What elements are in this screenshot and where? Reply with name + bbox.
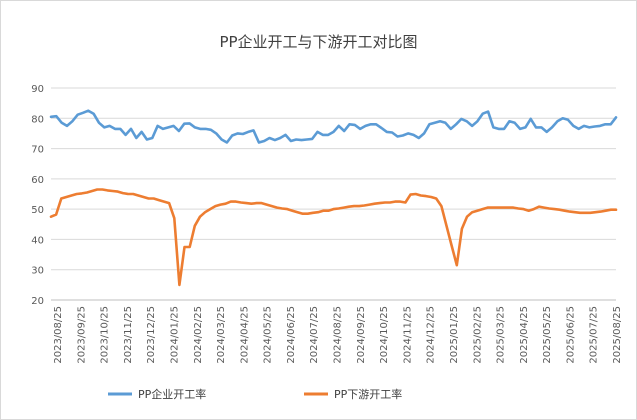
x-tick-label: 2024/11/25	[402, 306, 413, 364]
x-tick-label: 2024/07/25	[309, 306, 320, 364]
x-tick-label: 2023/08/25	[53, 306, 64, 364]
x-tick-label: 2024/04/25	[239, 306, 250, 364]
x-tick-label: 2023/10/25	[100, 306, 111, 364]
x-tick-label: 2024/05/25	[263, 306, 274, 364]
x-tick-label: 2024/10/25	[379, 306, 390, 364]
y-tick-label: 70	[31, 145, 44, 156]
series-line-2	[49, 188, 618, 287]
x-tick-label: 2025/03/25	[496, 306, 507, 364]
x-tick-label: 2025/07/25	[589, 306, 600, 364]
x-tick-label: 2024/03/25	[216, 306, 227, 364]
x-tick-label: 2023/09/25	[76, 306, 87, 364]
x-tick-label: 2024/01/25	[169, 306, 180, 364]
x-tick-label: 2025/05/25	[542, 306, 553, 364]
x-tick-label: 2025/06/25	[565, 306, 576, 364]
y-tick-label: 20	[31, 296, 44, 307]
y-tick-label: 50	[31, 205, 44, 216]
y-tick-label: 40	[31, 235, 44, 246]
x-tick-label: 2023/12/25	[146, 306, 157, 364]
y-tick-label: 80	[31, 114, 44, 125]
legend-label-2: PP下游开工率	[334, 387, 402, 401]
x-tick-label: 2024/12/25	[426, 306, 437, 364]
y-tick-label: 90	[31, 84, 44, 95]
series-line-1	[49, 109, 618, 144]
legend-label-1: PP企业开工率	[138, 387, 206, 401]
x-tick-label: 2025/02/25	[472, 306, 483, 364]
x-tick-label: 2024/02/25	[193, 306, 204, 364]
x-tick-label: 2024/08/25	[333, 306, 344, 364]
x-tick-label: 2024/06/25	[286, 306, 297, 364]
x-tick-label: 2025/01/25	[449, 306, 460, 364]
x-tick-label: 2025/04/25	[519, 306, 530, 364]
x-tick-label: 2023/11/25	[123, 306, 134, 364]
y-tick-label: 60	[31, 175, 44, 186]
y-tick-label: 30	[31, 266, 44, 277]
chart-title: PP企业开工与下游开工对比图	[219, 33, 418, 51]
x-tick-label: 2024/09/25	[356, 306, 367, 364]
x-tick-label: 2025/08/25	[612, 306, 623, 364]
